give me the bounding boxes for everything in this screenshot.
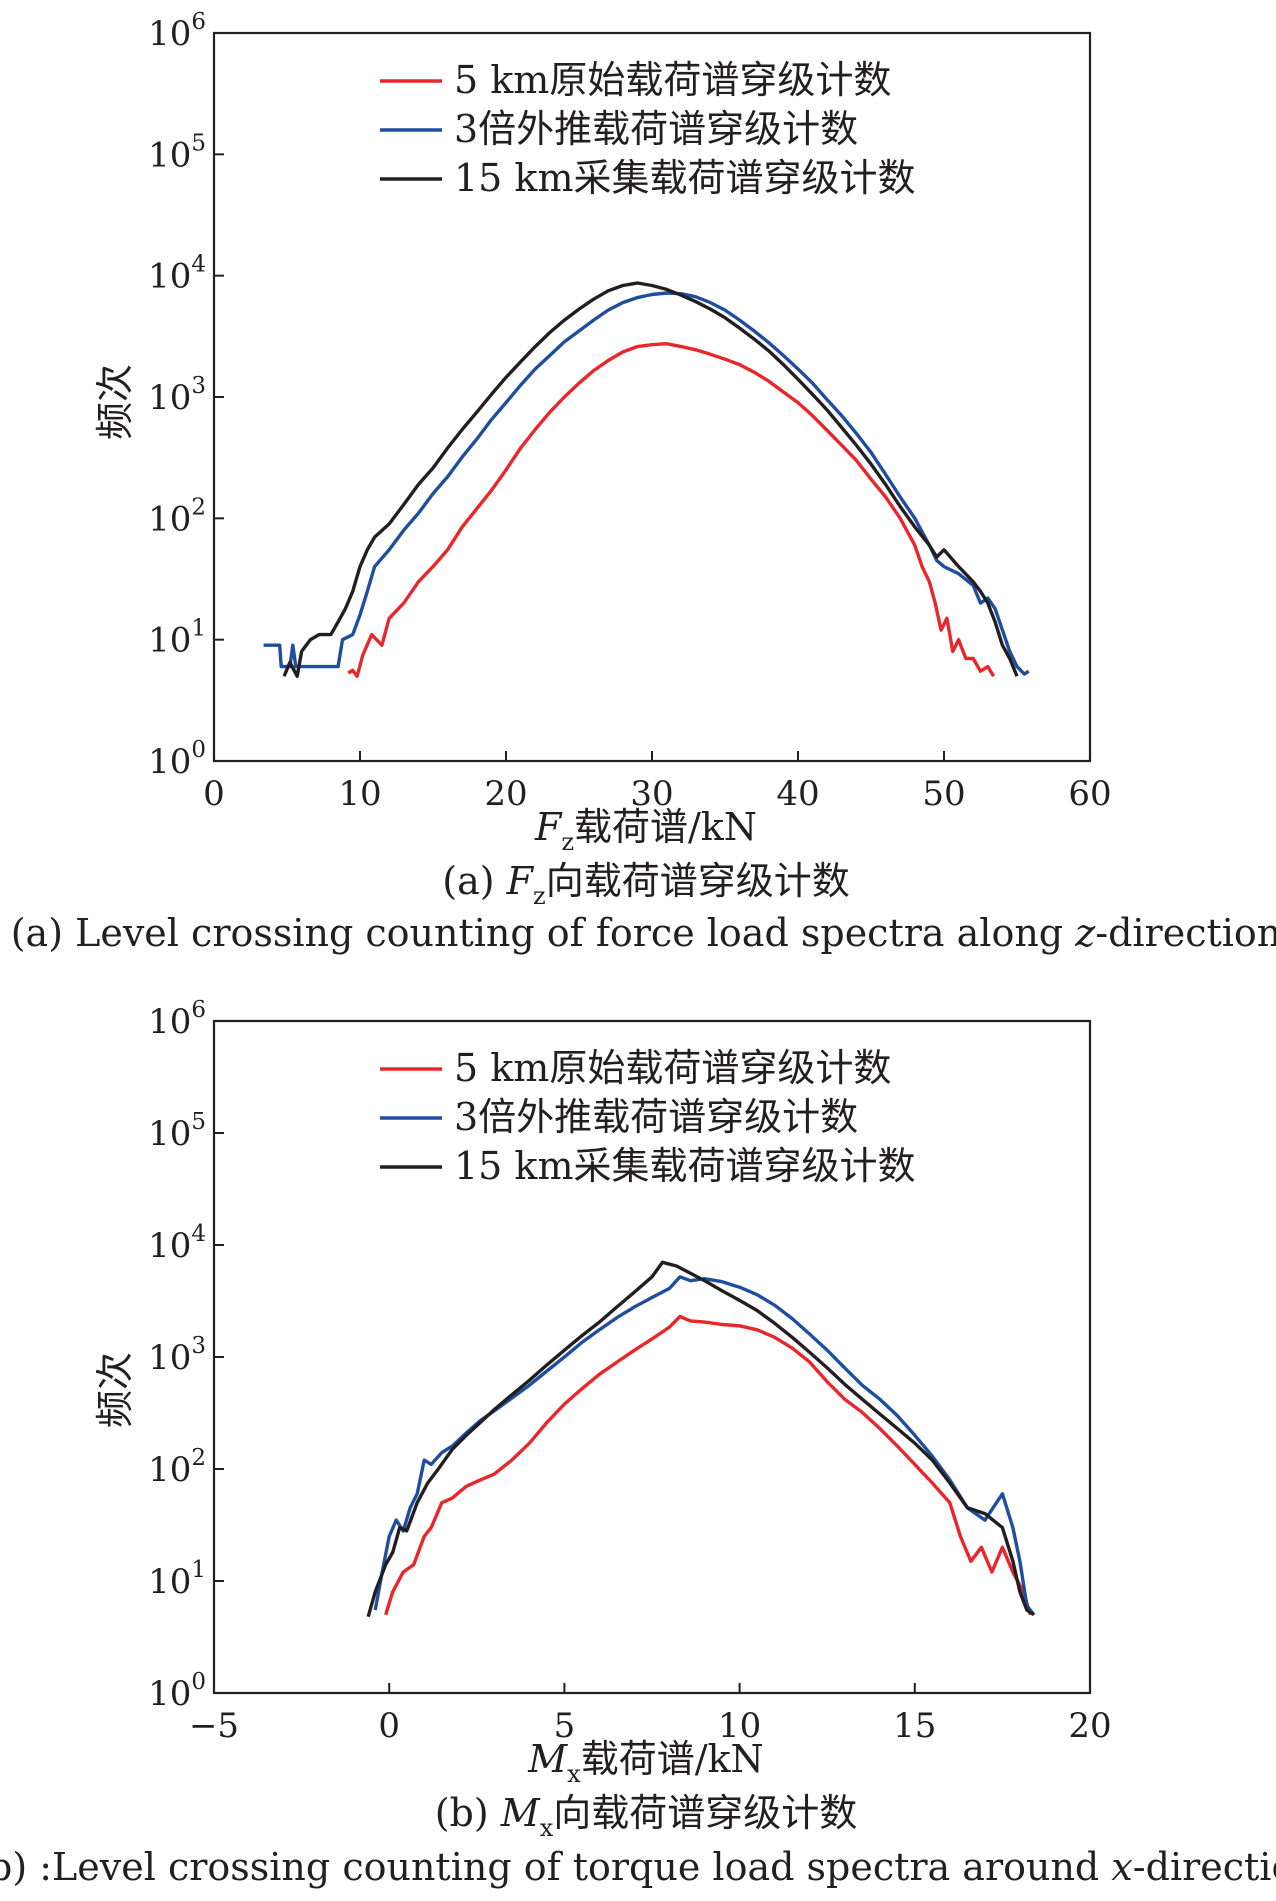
y-tick-label: 104 — [148, 1221, 206, 1266]
legend-label-2-a: 3倍外推载荷谱穿级计数 — [454, 107, 858, 151]
y-tick-label: 104 — [148, 252, 206, 297]
legend-label-1-b: 5 km原始载荷谱穿级计数 — [454, 1046, 891, 1090]
x-tick-label: 40 — [776, 774, 819, 814]
x-axis-title-b: Mx载荷谱/kN — [527, 1737, 764, 1788]
x-tick-label: 20 — [484, 774, 527, 814]
x-tick-label: 5 — [554, 1706, 576, 1746]
y-tick-label: 103 — [148, 1333, 206, 1378]
legend-label-3-a: 15 km采集载荷谱穿级计数 — [454, 156, 916, 200]
x-tick-label: 10 — [338, 774, 381, 814]
y-tick-label: 106 — [148, 997, 206, 1042]
x-axis-title-a: Fz载荷谱/kN — [534, 805, 757, 856]
y-tick-label: 102 — [148, 494, 206, 539]
caption-en-a: (a) Level crossing counting of force loa… — [11, 911, 1276, 955]
legend-label-3-b: 15 km采集载荷谱穿级计数 — [454, 1144, 916, 1188]
series-line-1-b — [384, 1314, 1033, 1616]
legend-label-1-a: 5 km原始载荷谱穿级计数 — [454, 58, 891, 102]
chart-a: 频次 Fz载荷谱/kN (a) Fz向载荷谱穿级计数 (a) Level cro… — [11, 9, 1276, 955]
y-tick-label: 102 — [148, 1445, 206, 1490]
x-tick-label: 0 — [378, 1706, 400, 1746]
chart-b: 频次 Mx载荷谱/kN (b) Mx向载荷谱穿级计数 (b) :Level cr… — [0, 997, 1276, 1889]
x-tick-label: 15 — [893, 1706, 936, 1746]
y-tick-label: 106 — [148, 9, 206, 54]
series-line-3-b — [366, 1260, 1035, 1618]
y-axis-title-b: 频次 — [93, 1352, 137, 1428]
y-tick-label: 103 — [148, 373, 206, 418]
x-tick-label: −5 — [189, 1706, 239, 1746]
legend-label-2-b: 3倍外推载荷谱穿级计数 — [454, 1095, 858, 1139]
x-tick-label: 50 — [922, 774, 965, 814]
x-tick-label: 10 — [718, 1706, 761, 1746]
x-tick-label: 0 — [203, 774, 225, 814]
y-axis-title-a: 频次 — [93, 364, 137, 440]
caption-cn-b: (b) Mx向载荷谱穿级计数 — [435, 1791, 858, 1842]
y-tick-label: 101 — [148, 616, 206, 661]
x-tick-label: 60 — [1068, 774, 1111, 814]
x-tick-label: 30 — [630, 774, 673, 814]
caption-cn-a: (a) Fz向载荷谱穿级计数 — [442, 859, 849, 910]
series-line-2-b — [373, 1275, 1036, 1616]
y-tick-label: 105 — [148, 1109, 206, 1154]
series-line-2-a — [263, 291, 1030, 676]
series-line-3-a — [282, 281, 1019, 678]
x-tick-label: 20 — [1068, 1706, 1111, 1746]
y-tick-label: 100 — [148, 737, 206, 782]
y-tick-label: 105 — [148, 130, 206, 175]
y-tick-label: 100 — [148, 1669, 206, 1714]
caption-en-b: (b) :Level crossing counting of torque l… — [0, 1845, 1276, 1889]
series-line-1-a — [347, 342, 996, 678]
y-tick-label: 101 — [148, 1557, 206, 1602]
